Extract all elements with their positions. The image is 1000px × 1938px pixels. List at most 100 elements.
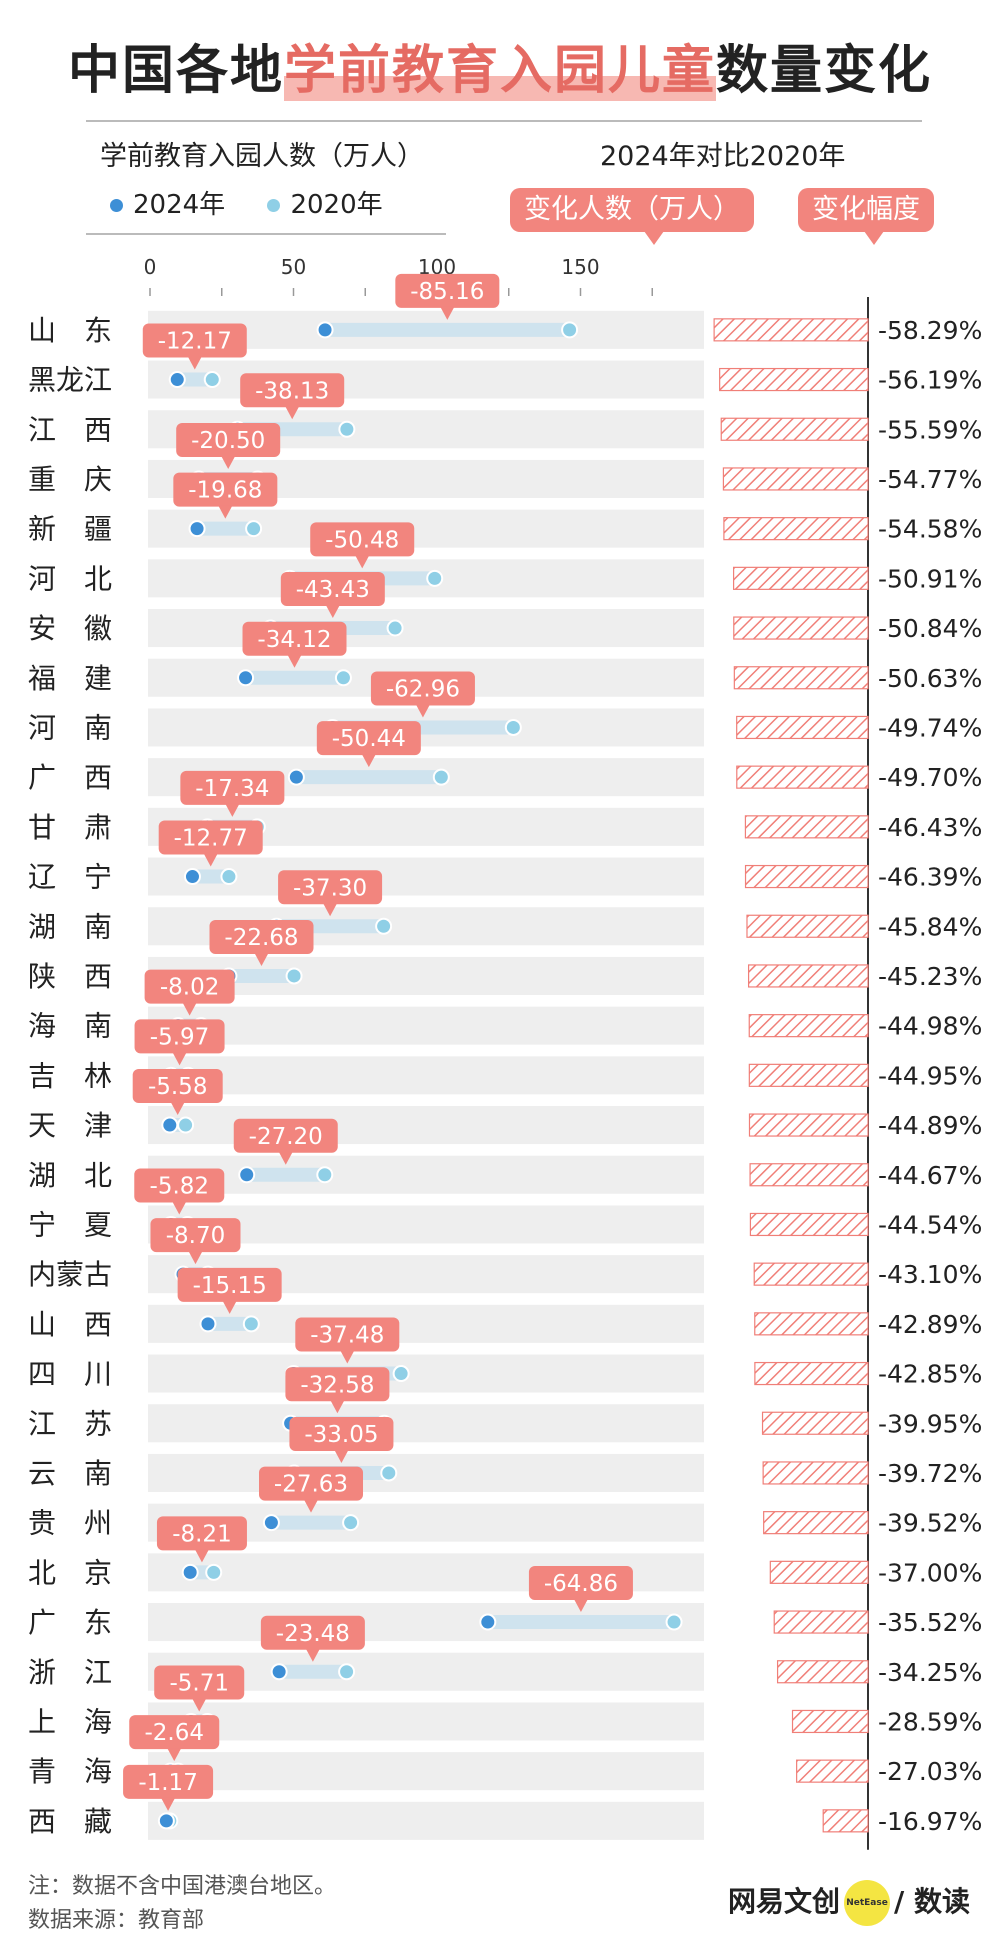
pct-label: -35.52%: [878, 1608, 982, 1637]
row-band: [148, 1702, 704, 1741]
change-callout-pointer: [304, 1499, 319, 1513]
change-label: -8.21: [172, 1521, 232, 1547]
region-row: 云 南 -33.05 -39.72%: [28, 1416, 982, 1492]
point-2020: [316, 1166, 334, 1184]
change-callout-box: [242, 621, 347, 656]
point-2020: [386, 619, 404, 637]
region-label: 吉 林: [28, 1059, 112, 1092]
change-callout-box: [180, 770, 285, 805]
legend-divider: [86, 233, 446, 235]
title-highlight: 学前教育入园儿童: [283, 41, 716, 101]
change-label: -22.68: [224, 925, 298, 951]
change-label: -1.17: [138, 1770, 198, 1796]
pct-label: -27.03%: [878, 1757, 982, 1786]
region-label: 西 藏: [28, 1805, 112, 1838]
change-callout-pointer: [203, 853, 218, 867]
change-callout-pointer: [285, 406, 300, 420]
change-label: -50.44: [332, 726, 406, 752]
change-label: -12.17: [158, 329, 232, 355]
point-2024: [270, 1663, 288, 1681]
pct-bar: [761, 1411, 869, 1435]
change-callout-pointer: [334, 1449, 349, 1463]
pct-bar: [773, 1610, 869, 1634]
change-label: -5.97: [150, 1024, 210, 1050]
region-label: 宁 夏: [28, 1208, 112, 1241]
pct-bar: [754, 1361, 869, 1386]
change-callout-pointer: [172, 1201, 187, 1215]
change-callout-box: [259, 1466, 364, 1501]
change-callout-box: [295, 1317, 400, 1352]
point-2020: [561, 321, 579, 339]
source-note: 数据来源：教育部: [28, 1908, 205, 1933]
change-callout-pointer: [325, 605, 340, 619]
legend-dot-2024-icon: [110, 199, 123, 212]
change-callout-box: [260, 1615, 365, 1650]
change-callout-box: [310, 522, 415, 557]
change-callout-pointer: [225, 803, 240, 817]
point-2020: [342, 1514, 360, 1532]
change-label: -8.70: [166, 1223, 226, 1249]
change-callout-box: [134, 1019, 225, 1054]
change-callout-pointer: [287, 654, 302, 668]
pct-label: -46.43%: [878, 813, 982, 842]
region-row: 海 南 -8.02 -44.98%: [28, 969, 982, 1045]
change-label: -62.96: [386, 676, 460, 702]
change-callout-box: [233, 1118, 338, 1153]
change-label: -19.68: [188, 478, 262, 504]
change-callout-box: [158, 820, 263, 855]
change-callout-box: [150, 1218, 241, 1253]
pct-bar: [747, 964, 869, 988]
region-label: 江 西: [28, 413, 112, 446]
region-row: 广 东 -64.86 -35.52%: [28, 1566, 982, 1642]
row-band: [148, 1106, 704, 1145]
point-2020: [392, 1365, 410, 1383]
change-label: -12.77: [174, 826, 248, 852]
legend-label-2020: 2020年: [290, 190, 383, 220]
pct-label: -50.63%: [878, 664, 982, 693]
pct-label: -16.97%: [878, 1807, 982, 1836]
region-label: 辽 宁: [28, 861, 112, 894]
change-callout-box: [528, 1566, 633, 1601]
pct-bar: [733, 666, 869, 690]
pct-bar: [754, 1312, 869, 1336]
pct-label: -39.52%: [878, 1509, 982, 1538]
point-2020: [242, 1315, 260, 1333]
region-label: 贵 州: [28, 1507, 112, 1540]
region-label: 湖 北: [28, 1159, 112, 1192]
change-callout-pointer: [222, 1300, 237, 1314]
row-band: [148, 1205, 704, 1244]
change-callout-pointer: [415, 704, 430, 718]
legend-label-2024: 2024年: [133, 190, 226, 220]
change-callout-box: [209, 919, 314, 954]
pct-bar: [753, 1262, 869, 1286]
region-label: 甘 肃: [28, 811, 112, 844]
point-2020: [334, 669, 352, 687]
region-label: 河 北: [28, 562, 112, 595]
point-2020: [285, 967, 303, 985]
x-tick-label: 150: [561, 255, 599, 279]
change-callout-box: [144, 969, 235, 1004]
point-2024: [183, 868, 201, 886]
change-label: -5.82: [150, 1173, 210, 1199]
change-label: -27.20: [249, 1124, 323, 1150]
region-label: 广 东: [28, 1606, 112, 1639]
pct-header-badge: 变化幅度: [798, 188, 934, 245]
row-band: [148, 1056, 704, 1095]
change-callout-pointer: [182, 1002, 197, 1016]
change-callout-pointer: [172, 1052, 187, 1066]
pct-bar: [748, 1063, 869, 1087]
region-label: 广 西: [28, 761, 112, 794]
change-label: -38.13: [255, 378, 329, 404]
region-label: 四 川: [28, 1358, 112, 1391]
change-callout-pointer: [361, 754, 376, 768]
change-callout-box: [240, 373, 345, 408]
region-row: 新 疆 -19.68 -54.58%: [28, 472, 982, 548]
pct-label: -49.74%: [878, 713, 982, 742]
pct-bar: [736, 715, 869, 740]
pct-label: -44.54%: [878, 1210, 982, 1239]
pct-bar: [723, 517, 869, 541]
brand-logo: NetEase: [844, 1880, 891, 1926]
pct-label: -39.72%: [878, 1459, 982, 1488]
pct-bar: [733, 616, 869, 640]
